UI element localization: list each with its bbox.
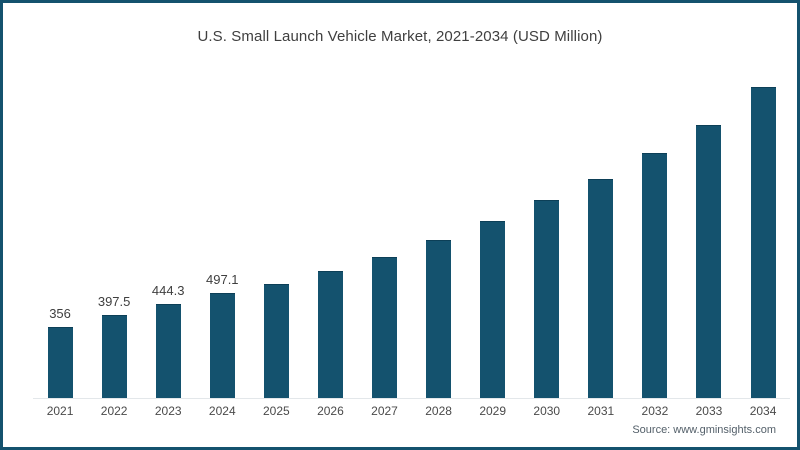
x-tick-2026: 2026 [317,404,344,418]
plot-area: 356 397.5 444.3 497.1 [33,61,790,399]
bar-2027[interactable] [372,257,397,398]
source-attribution: Source: www.gminsights.com [632,424,776,436]
bar-slot[interactable]: 397.5 [87,61,141,398]
bar-slot[interactable] [628,61,682,398]
bar-slot[interactable] [682,61,736,398]
bar-slot[interactable]: 356 [33,61,87,398]
bar-slot[interactable] [736,61,790,398]
bar-slot[interactable] [357,61,411,398]
bar-value-label: 444.3 [151,283,185,298]
bar-2030[interactable] [534,200,560,398]
x-tick-2027: 2027 [371,404,398,418]
bar-slot[interactable] [466,61,520,398]
x-tick-2034: 2034 [749,404,777,418]
bar-2034[interactable] [750,87,776,398]
x-tick-2025: 2025 [263,404,290,418]
bar-2032[interactable] [642,153,668,398]
bar-value-label: 497.1 [206,272,239,287]
bar-series: 356 397.5 444.3 497.1 [33,61,790,398]
bar-slot[interactable] [303,61,357,398]
x-axis-labels: 2021 2022 2023 2024 2025 2026 2027 2028 2029 2030… [33,404,790,418]
x-tick-2028: 2028 [425,404,452,418]
chart-title: U.S. Small Launch Vehicle Market, 2021-2… [197,28,603,45]
bar-2025[interactable] [263,284,289,398]
bar-2028[interactable] [426,240,452,398]
bar-slot[interactable]: 497.1 [195,61,249,398]
bar-slot[interactable] [520,61,574,398]
x-tick-2032: 2032 [641,404,669,418]
x-tick-2023: 2023 [154,404,182,418]
x-axis-line [33,398,790,399]
bar-2031[interactable] [588,179,614,398]
bar-2024[interactable] [209,293,235,398]
bar-2021[interactable] [47,327,73,398]
x-tick-2033: 2033 [695,404,723,418]
x-tick-2024: 2024 [208,404,236,418]
x-tick-2021: 2021 [46,404,74,418]
bar-slot[interactable]: 444.3 [141,61,195,398]
bar-slot[interactable] [249,61,303,398]
bar-2033[interactable] [696,125,722,398]
bar-value-label: 397.5 [97,294,131,309]
bar-2023[interactable] [155,304,181,398]
bar-slot[interactable] [574,61,628,398]
x-tick-2029: 2029 [479,404,507,418]
bar-2022[interactable] [101,315,127,398]
x-tick-2022: 2022 [100,404,128,418]
chart-canvas: U.S. Small Launch Vehicle Market, 2021-2… [6,6,794,444]
x-tick-2030: 2030 [533,404,561,418]
bar-slot[interactable] [412,61,466,398]
x-tick-2031: 2031 [587,404,615,418]
bar-2026[interactable] [317,271,343,398]
bar-value-label: 356 [49,306,71,321]
bar-2029[interactable] [480,221,506,398]
